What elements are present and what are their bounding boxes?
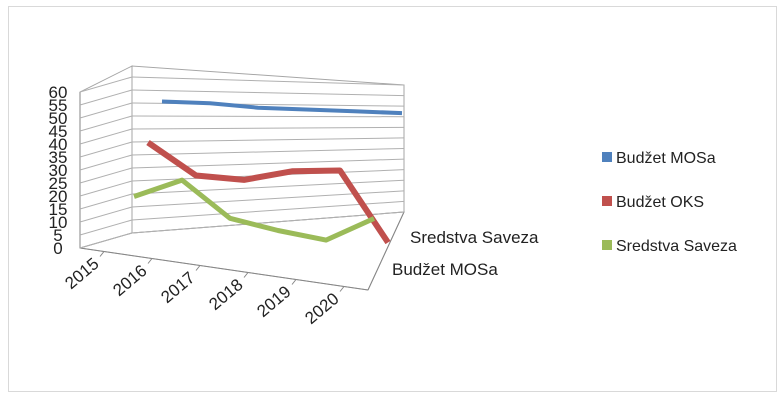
y-tick-label: 25: [49, 174, 68, 193]
x-tick-label: 2016: [109, 261, 150, 300]
legend-label: Sredstva Saveza: [616, 238, 737, 255]
gridlines: [79, 76, 405, 249]
x-tick-label: 2017: [157, 268, 198, 307]
gridline-left: [79, 115, 133, 132]
gridline-left: [79, 219, 133, 236]
legend-label: Budžet MOSa: [616, 150, 716, 167]
x-tick-label: 2018: [205, 275, 246, 314]
series-line: [133, 177, 376, 243]
gridline-left: [79, 232, 133, 249]
gridline-back: [131, 158, 405, 169]
gridline-left: [79, 180, 133, 197]
gridline-left: [79, 193, 133, 210]
x-tick-mark: [291, 279, 297, 285]
legend-label: Budžet OKS: [616, 194, 704, 211]
gridline-back: [131, 126, 405, 130]
gridline-left: [79, 154, 133, 171]
x-axis-line: [79, 247, 369, 291]
gridline-back: [131, 89, 405, 97]
series-line: [161, 99, 403, 116]
x-tick-mark: [243, 272, 249, 278]
y-tick-label: 35: [49, 148, 68, 167]
depth-tick-label: Budžet MOSa: [392, 260, 498, 279]
depth-axis-ticks: Sredstva Saveza Budžet MOSa: [392, 228, 539, 279]
x-tick-mark: [99, 251, 105, 257]
series-line: [146, 140, 391, 245]
gridline-left: [79, 167, 133, 184]
depth-tick-label: Sredstva Saveza: [410, 228, 539, 247]
gridline-back: [131, 137, 405, 143]
x-tick-label: 2015: [61, 254, 102, 293]
x-tick-label: 2019: [253, 282, 294, 321]
gridline-back: [131, 200, 405, 221]
legend-swatch: [602, 152, 612, 162]
y-tick-label: 0: [53, 239, 62, 258]
x-tick-mark: [147, 258, 153, 264]
y-tick-label: 40: [49, 135, 68, 154]
gridline-left: [79, 89, 133, 106]
gridline-back: [131, 179, 405, 195]
gridline-back: [131, 115, 405, 118]
y-tick-label: 60: [49, 83, 68, 102]
y-tick-label: 15: [49, 200, 68, 219]
gridline-back: [131, 148, 405, 156]
y-tick-label: 5: [53, 226, 62, 245]
gridline-left: [79, 206, 133, 223]
x-tick-mark: [195, 265, 201, 271]
gridline-left: [79, 102, 133, 119]
legend: Budžet MOSa Budžet OKS Sredstva Saveza: [602, 150, 737, 255]
depth-axis-line: [367, 211, 405, 291]
y-tick-label: 50: [49, 109, 68, 128]
y-tick-label: 20: [49, 187, 68, 206]
chart-frame: [8, 6, 777, 392]
y-tick-label: 55: [49, 96, 68, 115]
gridline-left: [79, 141, 133, 158]
gridline-left: [79, 128, 133, 145]
y-tick-label: 45: [49, 122, 68, 141]
x-tick-mark: [339, 286, 345, 292]
x-tick-label: 2020: [301, 289, 342, 328]
gridline-back: [131, 76, 405, 86]
series-lines: [133, 99, 403, 245]
x-axis-ticks: 2015 2016 2017 2018 2019 2020: [61, 251, 345, 328]
y-tick-label: 10: [49, 213, 68, 232]
legend-swatch: [602, 196, 612, 206]
gridline-back: [131, 211, 405, 234]
legend-swatch: [602, 240, 612, 250]
gridline-left: [79, 76, 133, 93]
y-tick-label: 30: [49, 161, 68, 180]
